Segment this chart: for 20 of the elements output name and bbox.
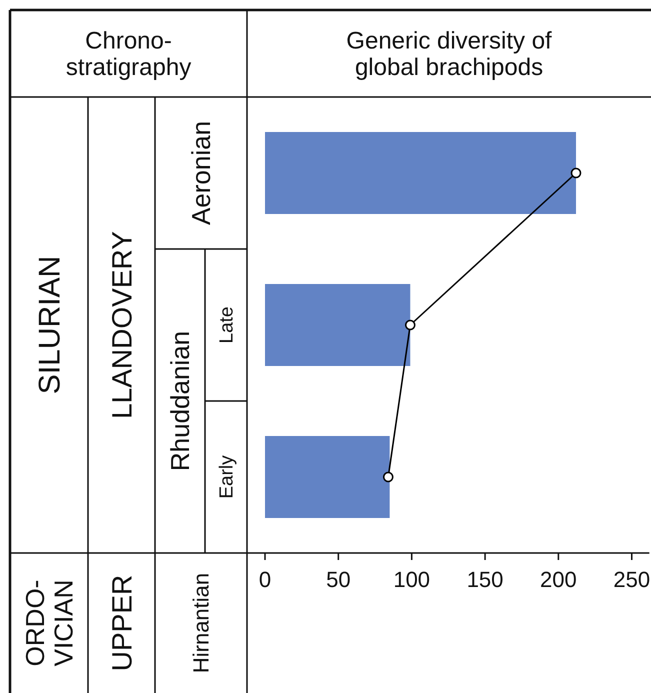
- x-tick-label: 0: [258, 567, 272, 592]
- x-tick-label: 150: [466, 567, 504, 592]
- x-tick-label: 250: [613, 567, 650, 592]
- x-tick-label: 100: [393, 567, 430, 592]
- text: LLANDOVERY: [106, 230, 138, 419]
- y-tick-label: Early: [216, 454, 238, 499]
- y-tick-label: Late: [216, 306, 238, 344]
- bar: [265, 436, 390, 518]
- bar: [265, 132, 576, 214]
- y-tick-label: Aeronian: [186, 120, 216, 226]
- x-tick-label: 50: [326, 567, 351, 592]
- text: Rhuddanian: [165, 330, 196, 472]
- text: SILURIAN: [34, 256, 66, 394]
- chart-title: Generic diversity of global brachipods: [346, 28, 552, 82]
- text: Hirnantian: [188, 572, 214, 674]
- text: Chrono- stratigraphy: [66, 28, 192, 82]
- x-tick-label: 200: [540, 567, 577, 592]
- text: ORDO- VICIAN: [20, 580, 78, 666]
- text: UPPER: [106, 574, 138, 672]
- bar: [265, 284, 410, 366]
